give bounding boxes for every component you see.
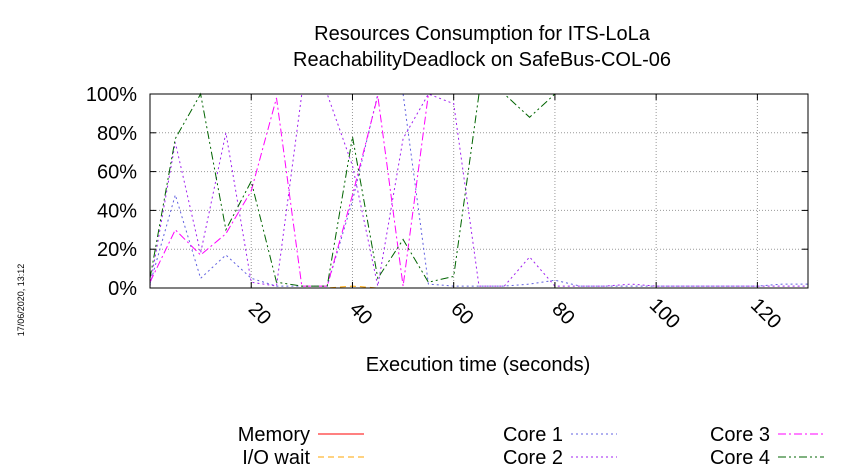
y-tick-label: 40% xyxy=(97,200,137,222)
y-tick-label: 0% xyxy=(108,278,137,300)
series-line-core-4 xyxy=(149,92,808,287)
series-line-core-1 xyxy=(149,93,808,287)
y-tick-label: 60% xyxy=(97,162,137,184)
x-tick-label: 120 xyxy=(746,294,785,333)
x-tick-label: 80 xyxy=(548,298,579,329)
series-line-core-2 xyxy=(149,93,808,287)
plot-frame xyxy=(149,93,809,289)
chart-title-line-2: ReachabilityDeadlock on SafeBus-COL-06 xyxy=(293,49,671,71)
legend-label: Core 1 xyxy=(503,424,563,446)
x-axis: 20 40 60 80 100 120 xyxy=(244,94,785,333)
x-tick-label: 20 xyxy=(244,298,275,329)
x-tick-label: 60 xyxy=(446,298,477,329)
y-tick-label: 100% xyxy=(86,84,137,106)
legend-label: Core 4 xyxy=(710,447,770,469)
x-tick-label: 100 xyxy=(645,294,684,333)
series-layer xyxy=(149,92,808,289)
x-tick-label: 40 xyxy=(345,298,376,329)
grid xyxy=(150,93,808,289)
series-line-core-3 xyxy=(149,93,808,287)
timestamp: 17/06/2020, 13:12 xyxy=(16,264,26,337)
legend-label: Core 2 xyxy=(503,447,563,469)
y-tick-label: 20% xyxy=(97,239,137,261)
y-axis: 0% 20% 40% 60% 80% 100% xyxy=(86,84,808,300)
y-tick-label: 80% xyxy=(97,123,137,145)
x-axis-label: Execution time (seconds) xyxy=(366,354,591,376)
legend-label: Memory xyxy=(238,424,310,446)
legend-label: Core 3 xyxy=(710,424,770,446)
chart-title-line-1: Resources Consumption for ITS-LoLa xyxy=(314,23,651,45)
legend-label: I/O wait xyxy=(242,447,310,469)
